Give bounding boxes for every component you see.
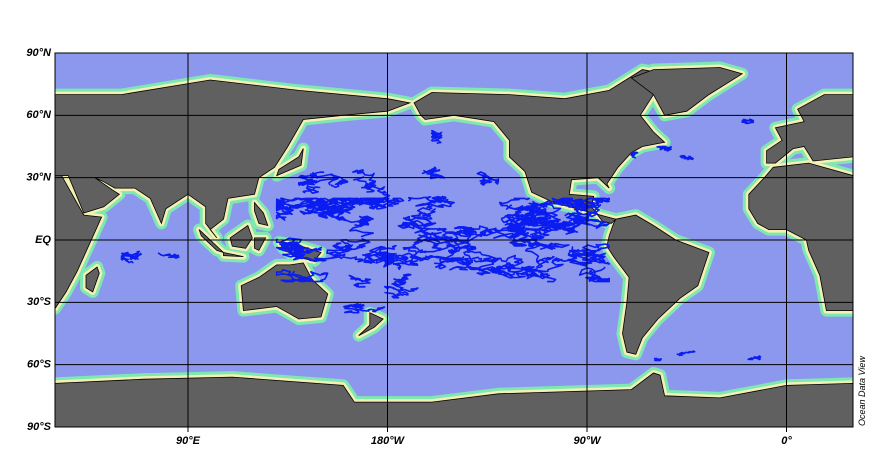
- float-track: [419, 248, 501, 263]
- float-track: [653, 357, 662, 362]
- lon-label: 90°W: [573, 435, 602, 447]
- land-antarctica: [55, 372, 853, 427]
- lat-label: 90°S: [27, 421, 52, 433]
- lat-label: 30°S: [27, 296, 52, 308]
- float-track: [741, 119, 755, 125]
- float-track: [581, 243, 611, 263]
- float-track: [367, 198, 400, 210]
- map-frame: [54, 52, 854, 428]
- land-java: [223, 252, 244, 257]
- lon-label: 90°E: [176, 435, 201, 447]
- land-africa-west: [748, 162, 853, 312]
- float-track: [407, 196, 452, 209]
- land-sulawesi: [254, 237, 267, 251]
- float-track: [408, 208, 460, 240]
- float-track: [524, 240, 570, 269]
- float-track: [348, 274, 372, 288]
- float-track: [384, 287, 419, 299]
- float-track: [120, 250, 141, 257]
- float-track: [361, 245, 405, 271]
- float-track: [676, 350, 696, 357]
- float-track: [526, 210, 573, 240]
- land-greenland: [630, 67, 744, 116]
- float-track: [747, 355, 762, 361]
- float-track: [573, 197, 611, 209]
- lon-label: 0°: [781, 435, 792, 447]
- land-borneo: [229, 224, 253, 249]
- float-track: [275, 197, 321, 221]
- land-sumatra: [198, 229, 224, 253]
- land-eurasia: [55, 79, 412, 239]
- float-track: [351, 169, 377, 193]
- float-track: [396, 235, 465, 267]
- float-track: [344, 306, 386, 314]
- float-track: [430, 131, 443, 140]
- float-track: [430, 195, 455, 205]
- float-track: [383, 280, 407, 292]
- float-track: [578, 266, 611, 283]
- float-track: [321, 197, 382, 211]
- float-track: [433, 245, 477, 270]
- float-track: [129, 252, 142, 261]
- land-japan: [276, 148, 304, 177]
- float-track: [476, 171, 500, 186]
- float-track: [490, 257, 593, 279]
- float-track: [397, 205, 437, 230]
- land-europe: [766, 94, 853, 164]
- float-track: [342, 302, 365, 312]
- float-track: [334, 214, 375, 238]
- float-track: [661, 145, 672, 152]
- float-track: [372, 251, 429, 267]
- land-africa-east: [55, 175, 103, 310]
- lat-label: 60°S: [27, 359, 52, 371]
- lat-label: EQ: [35, 234, 51, 246]
- float-track: [275, 268, 329, 283]
- float-track: [630, 151, 639, 159]
- credit: Ocean Data View: [857, 356, 867, 426]
- lat-label: 30°N: [26, 172, 52, 184]
- float-track: [453, 225, 497, 242]
- lon-label: 180°W: [371, 435, 406, 447]
- float-track: [504, 218, 545, 241]
- land-philippines: [254, 201, 269, 227]
- float-track: [466, 250, 557, 283]
- land-madagascar: [85, 266, 100, 293]
- float-track: [275, 237, 315, 262]
- float-track: [421, 166, 446, 180]
- lat-label: 60°N: [26, 109, 52, 121]
- float-track: [297, 178, 321, 194]
- float-track: [278, 239, 323, 258]
- float-track: [157, 252, 180, 259]
- lat-label: 90°N: [26, 47, 52, 59]
- float-track: [500, 210, 559, 231]
- float-track: [679, 154, 694, 161]
- land-new-zealand: [358, 312, 384, 336]
- float-track: [498, 197, 550, 212]
- float-track: [309, 171, 349, 189]
- float-track: [120, 255, 134, 264]
- graticule: 90°N 60°N 30°N EQ 30°S 60°S 90°S 90°E 180°W 90°W 0…: [26, 47, 853, 447]
- float-track: [544, 197, 594, 210]
- float-tracks: [120, 118, 762, 362]
